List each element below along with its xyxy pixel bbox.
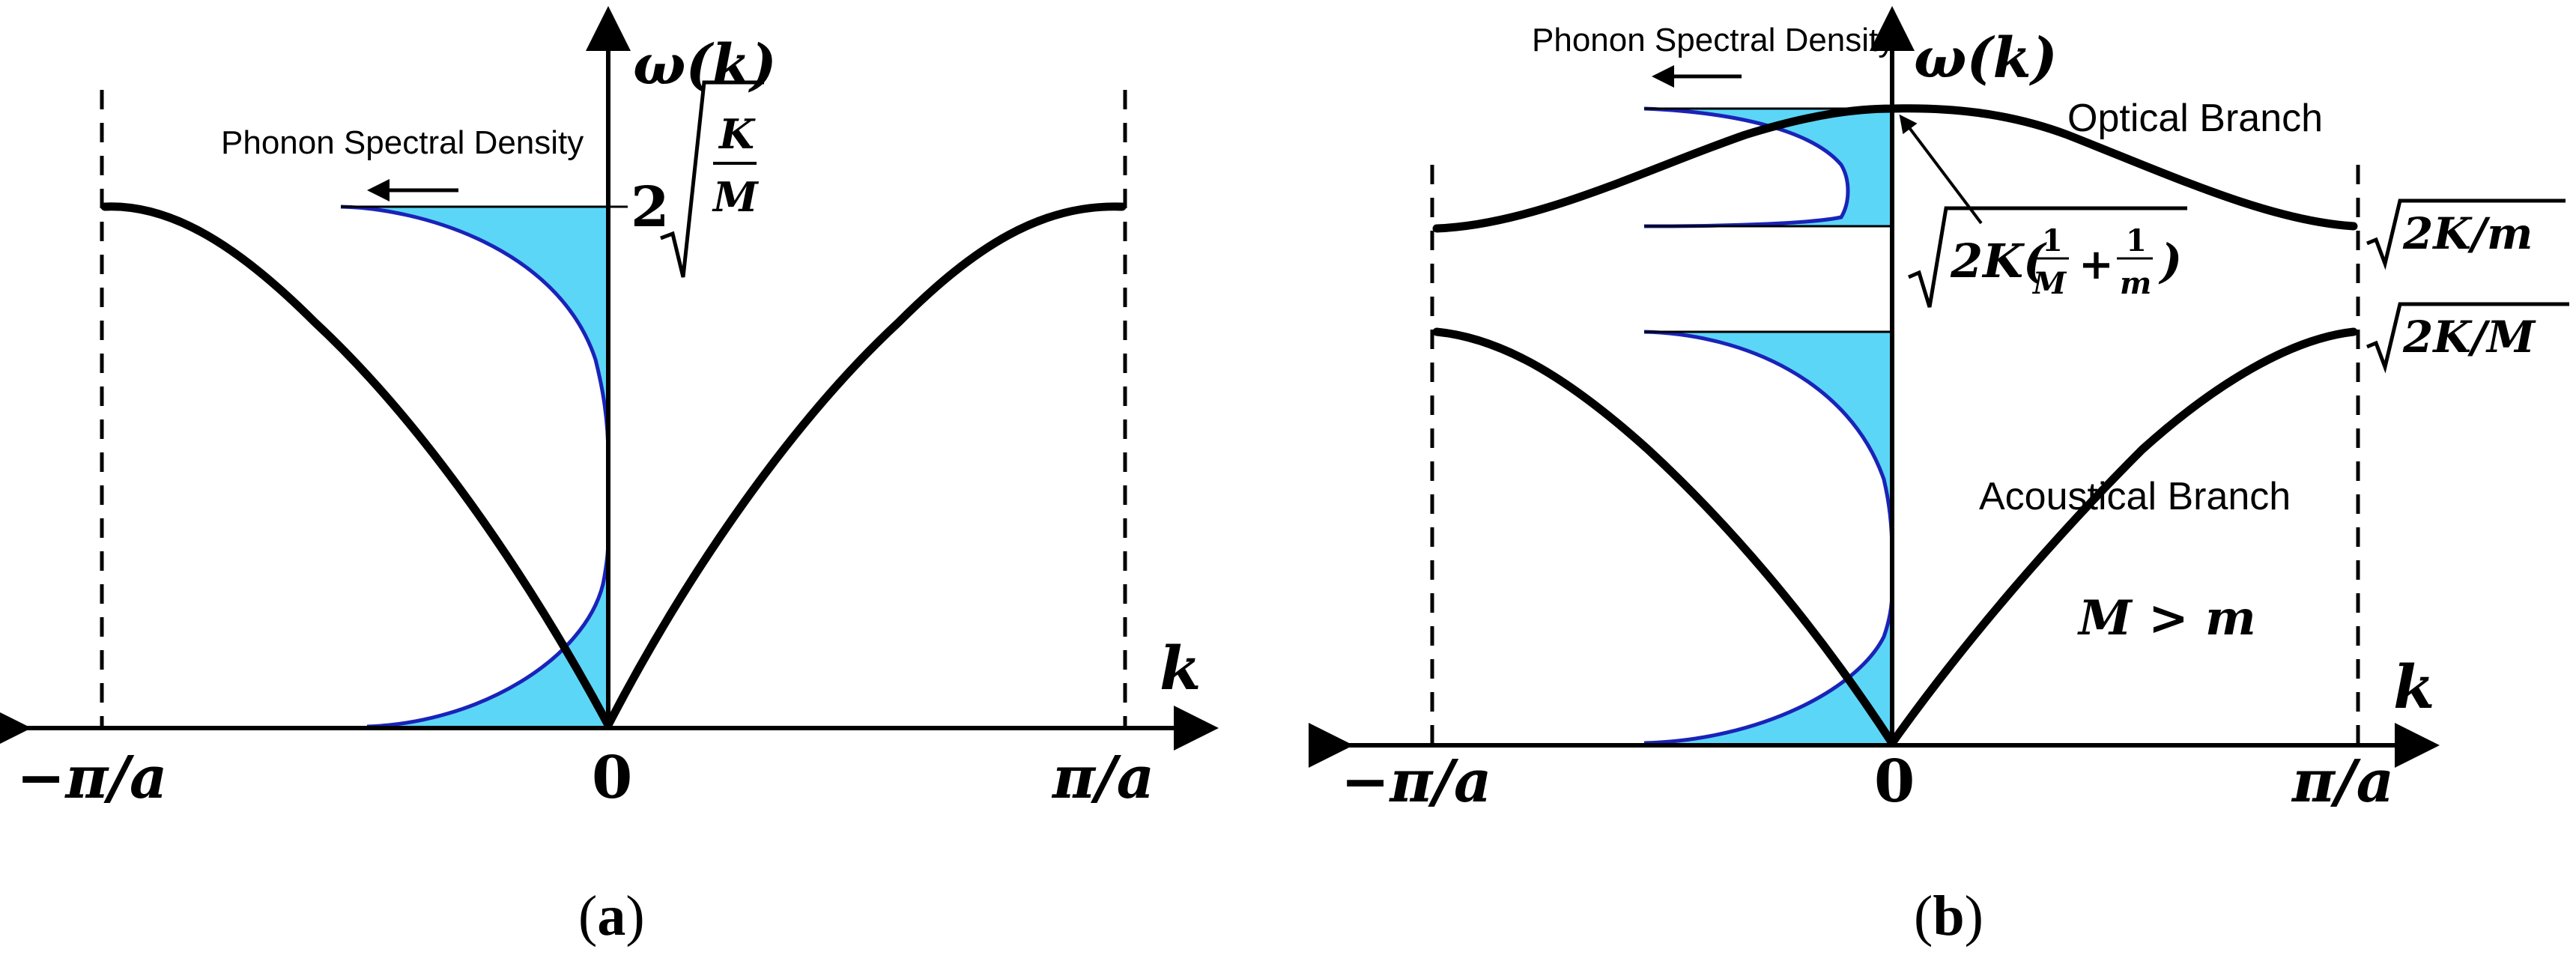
max-freq-label-a: 2 K M (605, 80, 764, 278)
dos-fill-acoustic (1644, 332, 1892, 554)
sqrt-icon (2366, 302, 2569, 374)
dos-label-a: Phonon Spectral Density (221, 124, 584, 161)
optical-branch-curve (1432, 104, 2358, 233)
max-freq-prefix: 2 (631, 175, 670, 240)
optical-top-plus: + (2079, 240, 2114, 289)
optical-edge-value: 2K/m (2402, 208, 2533, 259)
caption-a: (a) (578, 885, 645, 948)
acoustic-edge-value: 2K/M (2402, 312, 2536, 363)
optical-top-frac2-den: m (2120, 266, 2151, 301)
y-axis-label-b: ω(k) (1914, 26, 2058, 91)
panel-a: ω(k) k −π/a 0 π/a Phonon Spectral Densit… (0, 6, 1219, 948)
optical-top-frac1-num: 1 (2042, 223, 2063, 258)
dos-fill-optical (1644, 109, 1892, 226)
caption-b: (b) (1914, 885, 1983, 948)
dispersion-curve-a (100, 202, 1127, 730)
tick-left-b: −π/a (1341, 748, 1491, 816)
tick-left-a: −π/a (16, 744, 167, 812)
acoustic-edge-label: 2K/M (2366, 302, 2569, 374)
x-axis-label-b: k (2393, 652, 2434, 722)
optical-top-frac1-den: M (2031, 266, 2067, 301)
optical-top-frac2-num: 1 (2126, 223, 2147, 258)
optical-top-label: 2K( 1 M + 1 m ) (1908, 206, 2187, 308)
max-freq-numerator: K (718, 110, 756, 158)
optical-edge-label: 2K/m (2366, 198, 2566, 270)
optical-branch-label: Optical Branch (2067, 97, 2323, 140)
optical-top-tail: ) (2158, 234, 2182, 288)
acoustical-branch-label: Acoustical Branch (1979, 475, 2291, 518)
dos-label-b: Phonon Spectral Density (1532, 22, 1894, 58)
acoustical-branch-curve (1432, 327, 2358, 748)
sqrt-icon (2366, 198, 2566, 270)
tick-right-a: π/a (1051, 744, 1154, 812)
sqrt-icon (660, 80, 764, 278)
dos-fill-lower (367, 539, 608, 727)
dos-fill-acoustic-low (1644, 592, 1892, 743)
tick-right-b: π/a (2291, 748, 2394, 816)
sqrt-icon (1908, 206, 2187, 308)
dos-fill-upper (341, 207, 608, 457)
panel-b: ω(k) k −π/a 0 π/a Phonon Spectral Densit… (1309, 6, 2569, 948)
x-axis-label-a: k (1160, 633, 1201, 703)
tick-zero-b: 0 (1874, 748, 1915, 816)
optical-top-pointer (1899, 114, 1983, 225)
optical-top-lead: 2K( (1950, 234, 2047, 288)
tick-zero-a: 0 (592, 744, 632, 812)
mass-condition-label: M > m (2077, 590, 2256, 646)
max-freq-denominator: M (712, 173, 760, 221)
dos-curve-optical (1643, 106, 1850, 228)
